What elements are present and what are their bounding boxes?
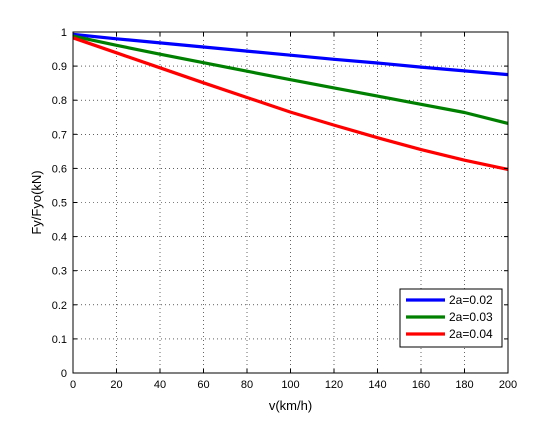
x-tick-label: 0 <box>70 379 76 391</box>
y-tick-label: 1 <box>61 27 67 39</box>
y-tick-label: 0.8 <box>52 95 67 107</box>
y-tick-label: 0.3 <box>52 266 67 278</box>
series-line-2a=0.03 <box>72 34 509 125</box>
x-tick-label: 120 <box>325 379 343 391</box>
x-tick-label: 20 <box>110 379 122 391</box>
x-tick-label: 160 <box>412 379 430 391</box>
legend-label: 2a=0.04 <box>449 327 493 341</box>
y-axis-label: Fy/Fyo(kN) <box>29 170 44 234</box>
y-tick-label: 0.5 <box>52 198 67 210</box>
x-tick-label: 40 <box>154 379 166 391</box>
y-tick-label: 0.6 <box>52 163 67 175</box>
series-line-2a=0.04 <box>72 36 509 171</box>
x-tick-label: 60 <box>197 379 209 391</box>
legend-label: 2a=0.03 <box>449 310 493 324</box>
x-tick-label: 140 <box>368 379 386 391</box>
x-tick-label: 200 <box>499 379 517 391</box>
x-axis-label: v(km/h) <box>269 398 312 413</box>
x-tick-label: 80 <box>241 379 253 391</box>
x-tick-label: 180 <box>455 379 473 391</box>
x-tick-label: 100 <box>281 379 299 391</box>
series-line-2a=0.02 <box>72 32 509 77</box>
legend: 2a=0.02 2a=0.03 2a=0.04 <box>399 288 503 348</box>
series-layer <box>72 32 509 171</box>
ticks: 0 20 40 60 80 100 120 140 160 180 200 0 0.1 0.2 0.3 0.4… <box>52 27 517 391</box>
y-tick-label: 0.4 <box>52 232 67 244</box>
y-tick-label: 0.1 <box>52 334 67 346</box>
y-tick-label: 0.2 <box>52 300 67 312</box>
y-tick-label: 0 <box>61 368 67 380</box>
y-tick-label: 0.9 <box>52 61 67 73</box>
y-tick-label: 0.7 <box>52 129 67 141</box>
legend-label: 2a=0.02 <box>449 293 493 307</box>
